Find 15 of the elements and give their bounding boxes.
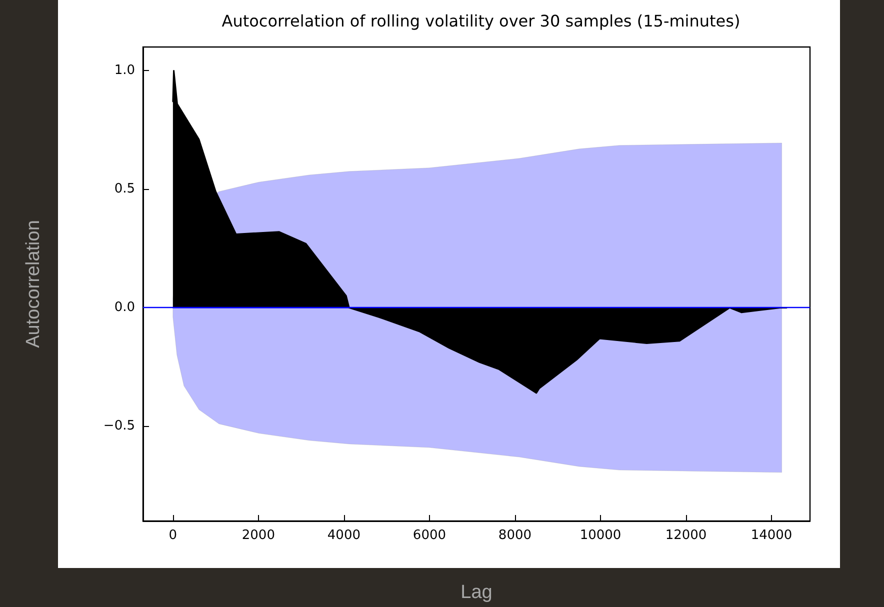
x-tick-label: 6000 [412,528,446,543]
x-tick-label: 2000 [242,528,275,543]
x-tick-label: 8000 [498,528,532,543]
chart-title: Autocorrelation of rolling volatility over 30 samples (15-minutes) [222,12,740,30]
y-axis-title: Autocorrelation [23,220,44,348]
y-tick-label: 0.5 [114,182,135,197]
y-tick-label: −0.5 [103,418,135,434]
x-tick-label: 14000 [750,528,792,543]
x-tick-label: 10000 [580,528,622,543]
x-tick-label: 4000 [327,528,360,543]
x-axis-title: Lag [460,582,492,603]
y-tick-label: 0.0 [114,300,135,316]
x-tick-label: 0 [168,528,178,543]
x-tick-label: 12000 [665,528,707,543]
y-tick-label: 1.0 [114,63,135,78]
